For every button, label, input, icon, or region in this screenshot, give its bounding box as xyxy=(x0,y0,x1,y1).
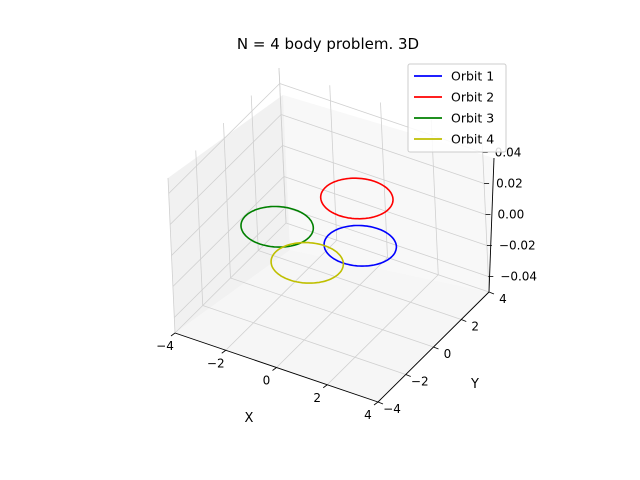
x-tick-mark xyxy=(323,384,328,389)
z-tick-label: 0.00 xyxy=(498,208,525,222)
floor-pane xyxy=(175,250,489,402)
x-axis-label: X xyxy=(245,411,254,426)
x-tick-label: 4 xyxy=(364,408,372,422)
y-tick-mark xyxy=(433,346,439,350)
z-gridline-left xyxy=(168,83,280,194)
z-gridline-back xyxy=(282,145,486,215)
x-tick-label: −2 xyxy=(207,356,225,370)
y-tick-label: 2 xyxy=(471,320,479,334)
z-gridline-left xyxy=(172,176,285,287)
x-tick-mark xyxy=(221,349,226,354)
legend: Orbit 1 Orbit 2 Orbit 3 Orbit 4 xyxy=(407,63,507,153)
left-pane xyxy=(168,95,290,333)
y-tick-mark xyxy=(488,291,495,295)
x-axis-ticks: −4 −2 0 2 4 xyxy=(156,332,379,422)
legend-label-2: Orbit 2 xyxy=(451,90,494,105)
z-gridline-left xyxy=(171,145,283,256)
legend-label-1: Orbit 1 xyxy=(451,69,494,84)
orbit-line-3 xyxy=(240,205,315,248)
y-tick-mark xyxy=(461,319,467,322)
y-gridline-floor xyxy=(202,305,406,375)
x-tick-label: −4 xyxy=(156,339,174,353)
y-tick-mark xyxy=(377,401,384,405)
y-gridline-floor xyxy=(285,222,490,293)
y-gridline-floor xyxy=(230,277,434,348)
orbit-line-2 xyxy=(319,177,394,220)
x-tick-mark xyxy=(373,401,379,406)
z-gridline-back xyxy=(280,114,485,184)
legend-frame xyxy=(407,63,507,153)
x-tick-mark xyxy=(170,332,176,337)
x-tick-label: 0 xyxy=(263,374,271,388)
z-gridline-left xyxy=(174,207,286,318)
y-gridline-floor xyxy=(258,250,462,320)
chart-title: N = 4 body problem. 3D xyxy=(237,35,419,53)
x-tick-label: 2 xyxy=(313,391,321,405)
z-gridline-left xyxy=(169,114,282,225)
z-tick-label: −0.04 xyxy=(500,270,537,284)
y-tick-label: −2 xyxy=(411,375,429,389)
z-axis-line xyxy=(488,157,495,293)
z-tick-label: −0.02 xyxy=(499,239,536,253)
orbit-line-1 xyxy=(323,224,398,267)
y-tick-label: 4 xyxy=(499,292,507,306)
y-tick-label: 0 xyxy=(444,347,452,361)
y-tick-label: −4 xyxy=(383,402,401,416)
legend-label-3: Orbit 3 xyxy=(451,111,494,126)
z-tick-label: 0.02 xyxy=(496,177,523,191)
orbit-series xyxy=(240,177,398,284)
orbit-line-4 xyxy=(270,241,345,284)
z-axis-ticks: −0.04−0.020.000.020.04 xyxy=(482,146,537,284)
z-gridline-back xyxy=(285,207,489,277)
y-axis-label: Y xyxy=(470,377,479,392)
y-axis-ticks: −4 −2 0 2 4 xyxy=(377,291,507,416)
x-tick-mark xyxy=(272,367,277,371)
y-tick-mark xyxy=(405,374,411,377)
legend-label-4: Orbit 4 xyxy=(451,132,494,147)
